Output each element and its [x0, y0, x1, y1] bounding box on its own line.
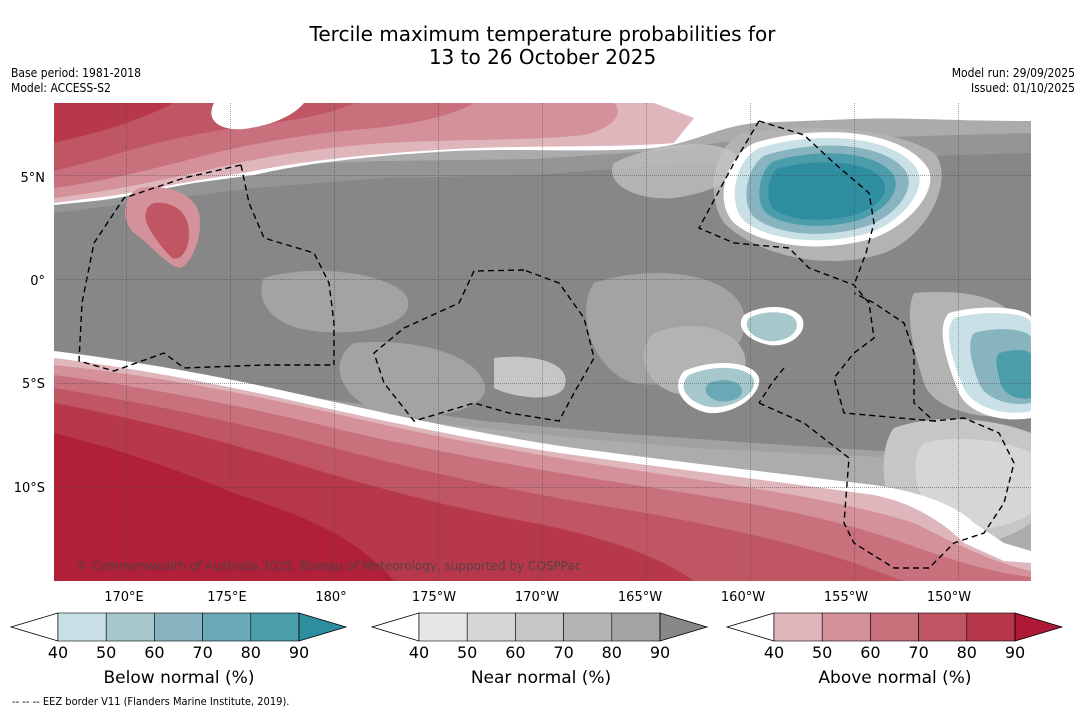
title-line-1: Tercile maximum temperature probabilitie… — [309, 22, 776, 46]
below-colorbar-tick-label: 60 — [144, 643, 165, 662]
below-normal-region — [678, 132, 1031, 420]
lat-label-0: 0° — [30, 274, 45, 289]
above-normal-label: Above normal (%) — [818, 668, 972, 688]
lon-label-170w: 170°W — [514, 590, 560, 605]
near-colorbar-tick-label: 90 — [649, 643, 671, 662]
colorbar-below — [10, 612, 348, 642]
above-colorbar-tick-label: 80 — [956, 643, 977, 662]
near-colorbar-tick-label: 60 — [505, 643, 526, 662]
near-colorbar-max-arrow — [659, 612, 709, 642]
above-normal-north — [54, 103, 1031, 268]
below-colorbar-max-arrow — [298, 612, 348, 642]
colorbar-above — [726, 612, 1064, 642]
above-colorbar-max-arrow — [1014, 612, 1064, 642]
model-name: Model: ACCESS-S2 — [11, 81, 111, 95]
above-colorbar-segment — [966, 612, 1016, 642]
near-colorbar-tick-label: 50 — [457, 643, 478, 662]
below-colorbar-tick-label: 90 — [288, 643, 310, 662]
above-colorbar-tick-label: 60 — [860, 643, 881, 662]
above-colorbar-tick-label: 90 — [1004, 643, 1026, 662]
below-normal-label: Below normal (%) — [103, 668, 255, 688]
above-colorbar-segment — [773, 612, 823, 642]
near-colorbar-segment — [466, 612, 516, 642]
lon-label-175e: 175°E — [207, 590, 247, 605]
lat-label-10s: 10°S — [13, 481, 45, 496]
copyright-text: © Commonwealth of Australia 2025, Bureau… — [76, 559, 581, 573]
below-colorbar-tick-label: 80 — [240, 643, 261, 662]
above-colorbar-segment — [821, 612, 871, 642]
lon-label-180: 180° — [315, 590, 347, 605]
title-line-2: 13 to 26 October 2025 — [428, 45, 657, 69]
issued-date: Issued: 01/10/2025 — [970, 81, 1075, 95]
lon-label-160w: 160°W — [720, 590, 766, 605]
below-colorbar-segment — [202, 612, 252, 642]
eez-footer-note: -- -- -- EEZ border V11 (Flanders Marine… — [12, 695, 290, 708]
below-colorbar-tick-label: 40 — [47, 643, 69, 662]
lon-label-150w: 150°W — [926, 590, 972, 605]
below-colorbar-tick-label: 70 — [192, 643, 213, 662]
model-run: Model run: 29/09/2025 — [951, 66, 1075, 80]
near-colorbar-segment — [611, 612, 661, 642]
below-colorbar-segment — [250, 612, 300, 642]
near-colorbar-tick-label: 70 — [553, 643, 574, 662]
above-colorbar-tick-label: 40 — [763, 643, 785, 662]
near-colorbar-tick-label: 80 — [601, 643, 622, 662]
probability-map[interactable]: © Commonwealth of Australia 2025, Bureau… — [54, 103, 1031, 581]
lat-label-5s: 5°S — [21, 377, 45, 392]
colorbar-near — [371, 612, 709, 642]
near-colorbar-tick-label: 40 — [408, 643, 430, 662]
map-gridlines — [54, 103, 1031, 581]
lon-label-165w: 165°W — [617, 590, 663, 605]
below-colorbar-segment — [57, 612, 107, 642]
lon-label-175w: 175°W — [411, 590, 457, 605]
base-period: Base period: 1981-2018 — [11, 66, 142, 80]
below-colorbar-tick-label: 50 — [96, 643, 117, 662]
lat-label-5n: 5°N — [20, 171, 46, 186]
above-colorbar-tick-label: 50 — [812, 643, 833, 662]
below-colorbar-segment — [105, 612, 155, 642]
near-colorbar-min-arrow — [371, 612, 420, 642]
near-colorbar-segment — [563, 612, 613, 642]
above-colorbar-tick-label: 70 — [908, 643, 929, 662]
near-colorbar-segment — [418, 612, 468, 642]
above-colorbar-min-arrow — [726, 612, 775, 642]
above-colorbar-segment — [870, 612, 919, 642]
eez-borders — [78, 120, 1015, 569]
near-colorbar-segment — [515, 612, 564, 642]
above-colorbar-segment — [918, 612, 968, 642]
near-normal-label: Near normal (%) — [470, 668, 612, 688]
below-colorbar-segment — [154, 612, 203, 642]
lon-label-155w: 155°W — [823, 590, 869, 605]
lon-label-170e: 170°E — [104, 590, 144, 605]
below-colorbar-min-arrow — [10, 612, 59, 642]
